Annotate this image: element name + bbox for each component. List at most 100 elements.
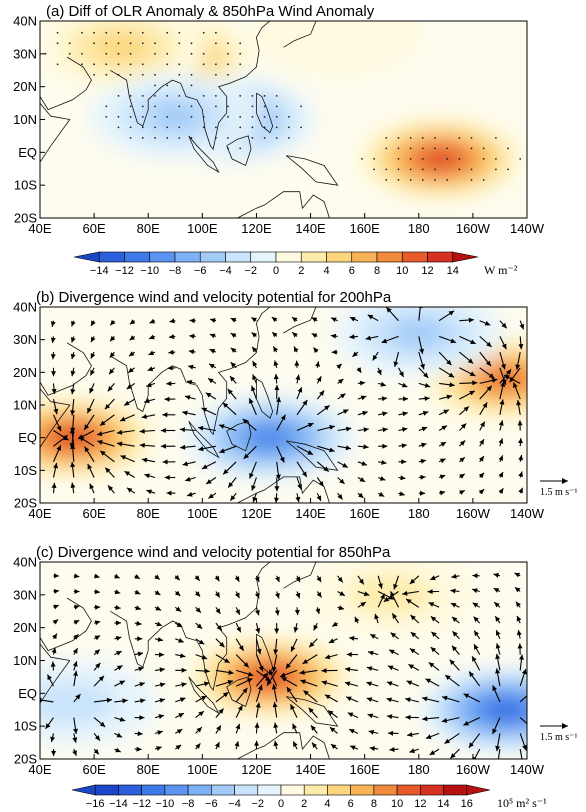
- stipple-dot: [105, 73, 108, 76]
- wind-arrow-head: [339, 591, 345, 596]
- wind-arrow-head: [342, 462, 348, 468]
- wind-arrow-head: [376, 369, 382, 376]
- x-tick-label: 160E: [349, 221, 380, 236]
- wind-arrow-head: [293, 741, 298, 747]
- wind-arrow-head: [324, 694, 331, 700]
- wind-arrow-head: [45, 723, 51, 729]
- wind-arrow-head: [98, 675, 104, 682]
- wind-arrow-head: [251, 485, 256, 491]
- wind-arrow-head: [281, 677, 287, 682]
- coastline-2: [188, 421, 220, 459]
- stipple-dot: [105, 105, 108, 108]
- x-tick-label: 140E: [295, 762, 326, 777]
- wind-arrow-head: [307, 422, 314, 428]
- wind-arrow-head: [52, 619, 59, 625]
- wind-arrow-head: [316, 495, 322, 501]
- wind-arrow-head: [292, 317, 298, 323]
- stipple-dot: [397, 158, 400, 160]
- stipple-dot: [227, 52, 229, 55]
- stipple-dot: [215, 31, 217, 34]
- wind-arrow-head: [313, 624, 319, 631]
- wind-arrow-head: [174, 590, 181, 596]
- colorbar-label: 10: [396, 265, 408, 277]
- x-tick-label: 160W: [456, 762, 491, 777]
- wind-arrow-head: [208, 378, 214, 384]
- coastline-6: [285, 155, 339, 186]
- wind-arrow-head: [518, 487, 523, 494]
- wind-arrow-head: [324, 405, 330, 411]
- wind-arrow-head: [120, 455, 126, 460]
- wind-arrow-head: [164, 475, 170, 480]
- stipple-dot: [178, 95, 181, 97]
- stipple-dot: [385, 168, 388, 171]
- wind-arrow-head: [469, 390, 475, 396]
- wind-arrow-head: [216, 625, 222, 631]
- wind-arrow-head: [53, 589, 59, 594]
- wind-arrow-head: [116, 429, 123, 435]
- colorbar-label: 8: [371, 798, 377, 810]
- wind-arrow-head: [136, 746, 142, 752]
- wind-arrow-head: [381, 460, 387, 465]
- wind-arrow-head: [443, 409, 449, 415]
- stipple-dot: [154, 126, 156, 129]
- x-tick-label: 120E: [241, 221, 272, 236]
- stipple-dot: [105, 42, 108, 45]
- wind-arrow-head: [311, 333, 318, 338]
- wind-arrow-head: [363, 591, 370, 597]
- wind-arrow-head: [459, 440, 466, 446]
- wind-arrow-head: [214, 575, 220, 582]
- stipple-dot: [409, 168, 412, 171]
- wind-arrow-head: [185, 476, 191, 482]
- stipple-dot: [178, 73, 181, 76]
- wind-arrow-head: [488, 373, 495, 379]
- wind-arrow-head: [166, 490, 172, 496]
- wind-arrow-head: [276, 397, 281, 403]
- wind-arrow-head: [401, 459, 407, 465]
- x-tick-label: 40E: [28, 506, 51, 521]
- wind-arrow-head: [470, 339, 476, 344]
- stipple-dot: [421, 158, 424, 160]
- wind-arrow-head: [273, 649, 279, 655]
- panel-c-title: (c) Divergence wind and velocity potenti…: [36, 544, 391, 561]
- wind-arrow-head: [160, 428, 166, 433]
- wind-arrow-head: [274, 486, 280, 492]
- colorbar-label: 8: [374, 265, 380, 277]
- stipple-dot: [93, 73, 95, 76]
- wind-arrow-head: [467, 358, 474, 364]
- wind-arrow-head: [115, 635, 122, 641]
- wind-arrow-head: [401, 443, 407, 449]
- wind-arrow-head: [230, 318, 237, 323]
- stipple-dot: [105, 116, 108, 118]
- wind-arrow-head: [446, 394, 452, 400]
- x-tick-label: 120E: [241, 762, 272, 777]
- wind-arrow-head: [50, 337, 56, 343]
- wind-arrow-head: [474, 630, 479, 637]
- stipple-dot: [482, 179, 485, 181]
- colorbar-label: −8: [182, 798, 195, 810]
- wind-arrow-head: [478, 456, 484, 462]
- wind-arrow-head: [484, 320, 491, 326]
- wind-arrow-head: [182, 410, 188, 416]
- wind-arrow-head: [280, 672, 286, 678]
- wind-arrow-head: [89, 387, 94, 394]
- colorbar-label: −2: [252, 798, 265, 810]
- stipple-dot: [178, 31, 181, 34]
- stipple-dot: [178, 137, 181, 139]
- wind-arrow-head: [390, 632, 397, 638]
- wind-arrow-head: [423, 372, 429, 378]
- wind-arrow-head: [149, 318, 155, 324]
- wind-arrow-head: [84, 424, 90, 430]
- wind-arrow-head: [513, 382, 518, 388]
- stipple-dot: [141, 31, 144, 34]
- wind-arrow-head: [463, 693, 470, 699]
- wind-arrow-head: [345, 666, 351, 672]
- wind-arrow-head: [472, 756, 478, 759]
- colorbar-cell: [94, 784, 119, 796]
- wind-arrow-head: [302, 471, 307, 477]
- wind-arrow-head: [498, 455, 503, 461]
- coastline-5: [283, 21, 317, 48]
- wind-arrow-head: [495, 668, 500, 674]
- wind-arrow-head: [299, 669, 305, 675]
- wind-arrow-head: [337, 494, 343, 500]
- colorbar-cell: [373, 784, 398, 796]
